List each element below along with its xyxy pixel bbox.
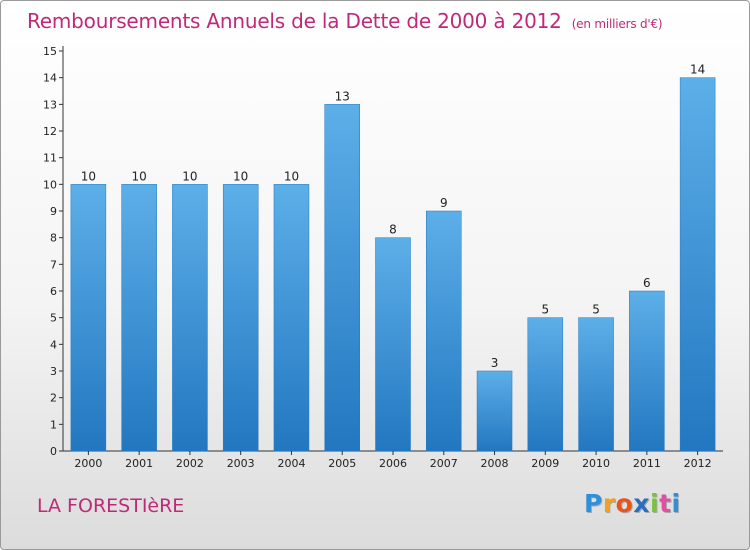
x-tick-label-2010: 2010 <box>582 457 610 470</box>
bar-2012 <box>679 77 716 452</box>
y-tick-label: 15 <box>43 45 57 58</box>
bar-2010 <box>578 317 614 452</box>
bar-2008 <box>476 370 513 452</box>
bar-2007 <box>426 210 462 452</box>
x-tick-label-2009: 2009 <box>531 457 559 470</box>
data-label-2007: 9 <box>440 196 448 210</box>
x-tick-label-2011: 2011 <box>633 457 661 470</box>
y-tick-label: 6 <box>50 285 57 298</box>
bar-2006 <box>375 237 411 452</box>
x-tick-label-2005: 2005 <box>328 457 356 470</box>
y-tick-label: 2 <box>50 392 57 405</box>
bar-2011 <box>629 290 665 452</box>
x-tick-label-2004: 2004 <box>277 457 305 470</box>
logo-letter: i <box>650 489 660 518</box>
logo-letter: o <box>615 489 634 518</box>
data-label-2003: 10 <box>233 169 248 183</box>
bar-2004 <box>273 184 310 452</box>
chart-unit: (en milliers d'€) <box>571 17 663 31</box>
y-tick-label: 10 <box>43 178 57 191</box>
data-label-2006: 8 <box>389 223 397 237</box>
bar-2005 <box>324 104 360 452</box>
x-tick-label-2003: 2003 <box>227 457 255 470</box>
x-tick-label-2008: 2008 <box>481 457 509 470</box>
bar-2002 <box>172 184 208 452</box>
x-tick-label-2007: 2007 <box>430 457 458 470</box>
logo-letter: P <box>584 489 603 518</box>
y-tick-label: 5 <box>50 312 57 325</box>
data-label-2008: 3 <box>491 356 499 370</box>
y-tick-label: 1 <box>50 418 57 431</box>
x-tick-label-2000: 2000 <box>74 457 102 470</box>
y-tick-label: 14 <box>43 72 57 85</box>
proxiti-logo: Proxiti <box>584 489 681 518</box>
logo-letter: i <box>671 489 681 518</box>
y-tick-label: 8 <box>50 232 57 245</box>
data-label-2001: 10 <box>132 169 147 183</box>
logo-letter: x <box>633 489 650 518</box>
data-label-2004: 10 <box>284 169 299 183</box>
y-tick-label: 0 <box>50 445 57 458</box>
bar-2001 <box>121 184 157 452</box>
data-label-2005: 13 <box>335 89 350 103</box>
data-label-2000: 10 <box>81 169 96 183</box>
x-tick-label-2002: 2002 <box>176 457 204 470</box>
bar-2000 <box>70 184 107 452</box>
y-tick-label: 7 <box>50 258 57 271</box>
logo-letter: r <box>602 489 616 518</box>
y-tick-label: 3 <box>50 365 57 378</box>
logo-letter: t <box>659 489 672 518</box>
bar-2003 <box>222 184 259 452</box>
data-label-2009: 5 <box>541 303 549 317</box>
y-tick-label: 4 <box>50 338 57 351</box>
x-tick-label-2001: 2001 <box>125 457 153 470</box>
y-tick-label: 12 <box>43 125 57 138</box>
y-tick-label: 13 <box>43 98 57 111</box>
y-tick-label: 9 <box>50 205 57 218</box>
data-label-2002: 10 <box>182 169 197 183</box>
data-label-2010: 5 <box>592 303 600 317</box>
place-name: LA FORESTIèRE <box>37 495 185 517</box>
data-label-2011: 6 <box>643 276 651 290</box>
bar-2009 <box>527 317 564 452</box>
chart-title: Remboursements Annuels de la Dette de 20… <box>27 9 663 33</box>
data-label-2012: 14 <box>690 63 705 77</box>
x-tick-label-2006: 2006 <box>379 457 407 470</box>
x-tick-label-2012: 2012 <box>684 457 712 470</box>
chart-title-text: Remboursements Annuels de la Dette de 20… <box>27 9 562 33</box>
y-tick-label: 11 <box>43 152 57 165</box>
